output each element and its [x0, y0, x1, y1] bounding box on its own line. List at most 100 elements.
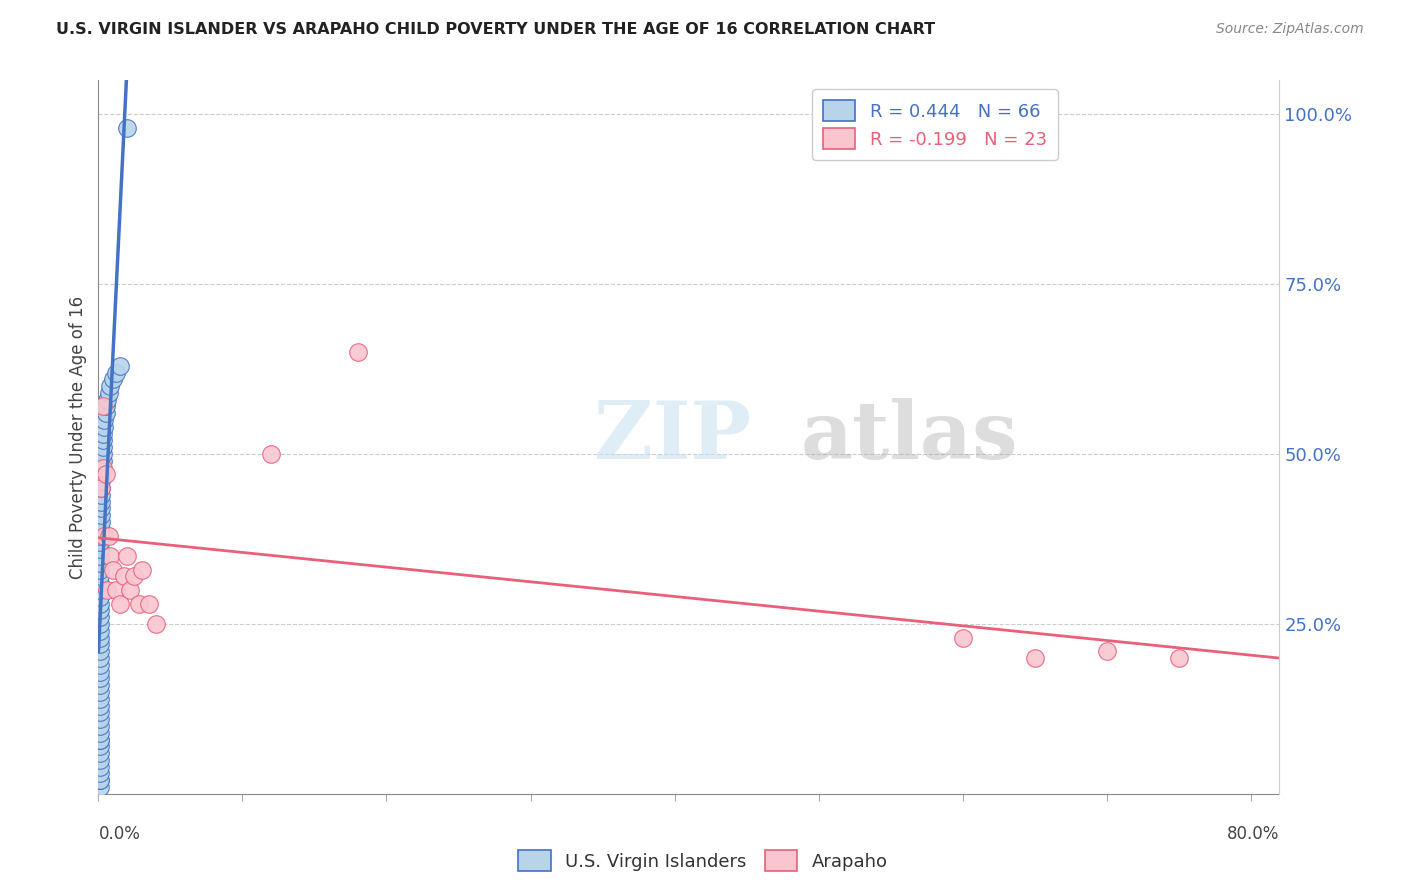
Text: ZIP: ZIP [595, 398, 751, 476]
Point [89, 712, 111, 726]
Point [89, 542, 111, 557]
Point [89, 665, 111, 679]
Point [93, 413, 115, 427]
Point [94, 467, 117, 482]
Point [90, 481, 112, 495]
Point [89, 528, 111, 542]
Point [1095, 644, 1118, 658]
Point [89, 556, 111, 570]
Point [98, 379, 121, 393]
Point [89, 610, 111, 624]
Point [124, 569, 146, 583]
Y-axis label: Child Poverty Under the Age of 16: Child Poverty Under the Age of 16 [69, 295, 87, 579]
Point [89, 691, 111, 706]
Point [94, 400, 117, 414]
Point [89, 746, 111, 760]
Point [90, 494, 112, 508]
Text: Source: ZipAtlas.com: Source: ZipAtlas.com [1216, 22, 1364, 37]
Point [101, 563, 124, 577]
Point [89, 739, 111, 754]
Point [112, 569, 135, 583]
Point [89, 624, 111, 638]
Point [89, 637, 111, 651]
Point [89, 590, 111, 604]
Point [89, 780, 111, 794]
Point [89, 644, 111, 658]
Point [90, 508, 112, 523]
Point [89, 698, 111, 713]
Legend: R = 0.444   N = 66, R = -0.199   N = 23: R = 0.444 N = 66, R = -0.199 N = 23 [813, 89, 1057, 160]
Point [89, 732, 111, 747]
Point [89, 685, 111, 699]
Text: 80.0%: 80.0% [1227, 825, 1279, 843]
Point [89, 569, 111, 583]
Point [104, 366, 127, 380]
Point [90, 522, 112, 536]
Point [89, 766, 111, 780]
Point [89, 617, 111, 632]
Point [93, 528, 115, 542]
Point [89, 671, 111, 685]
Point [131, 563, 153, 577]
Point [91, 426, 114, 441]
Point [98, 549, 121, 563]
Point [90, 467, 112, 482]
Point [101, 372, 124, 386]
Point [128, 597, 150, 611]
Point [90, 481, 112, 495]
Point [91, 447, 114, 461]
Point [91, 400, 114, 414]
Point [89, 582, 111, 597]
Point [97, 385, 120, 400]
Text: U.S. VIRGIN ISLANDER VS ARAPAHO CHILD POVERTY UNDER THE AGE OF 16 CORRELATION CH: U.S. VIRGIN ISLANDER VS ARAPAHO CHILD PO… [56, 22, 935, 37]
Point [120, 582, 142, 597]
Point [97, 528, 120, 542]
Point [115, 120, 138, 135]
Point [260, 447, 283, 461]
Point [89, 597, 111, 611]
Point [90, 460, 112, 475]
Point [96, 582, 118, 597]
Point [1024, 651, 1046, 665]
Point [90, 488, 112, 502]
Point [89, 725, 111, 739]
Point [91, 440, 114, 454]
Point [115, 549, 138, 563]
Point [89, 732, 111, 747]
Point [91, 460, 114, 475]
Point [93, 420, 115, 434]
Point [89, 706, 111, 720]
Point [346, 345, 368, 359]
Point [89, 631, 111, 645]
Point [1167, 651, 1189, 665]
Point [89, 753, 111, 767]
Point [108, 597, 131, 611]
Point [104, 582, 127, 597]
Point [90, 475, 112, 489]
Point [145, 617, 167, 632]
Point [90, 515, 112, 529]
Point [96, 392, 118, 407]
Point [89, 678, 111, 692]
Point [89, 657, 111, 672]
Point [91, 434, 114, 448]
Point [89, 773, 111, 788]
Point [108, 359, 131, 373]
Point [89, 773, 111, 788]
Point [89, 719, 111, 733]
Point [89, 576, 111, 591]
Point [89, 603, 111, 617]
Point [89, 563, 111, 577]
Text: 0.0%: 0.0% [98, 825, 141, 843]
Point [89, 760, 111, 774]
Point [89, 651, 111, 665]
Point [94, 406, 117, 420]
Point [90, 501, 112, 516]
Legend: U.S. Virgin Islanders, Arapaho: U.S. Virgin Islanders, Arapaho [512, 843, 894, 879]
Point [952, 631, 974, 645]
Point [91, 454, 114, 468]
Point [89, 549, 111, 563]
Point [138, 597, 160, 611]
Text: atlas: atlas [801, 398, 1018, 476]
Point [89, 535, 111, 549]
